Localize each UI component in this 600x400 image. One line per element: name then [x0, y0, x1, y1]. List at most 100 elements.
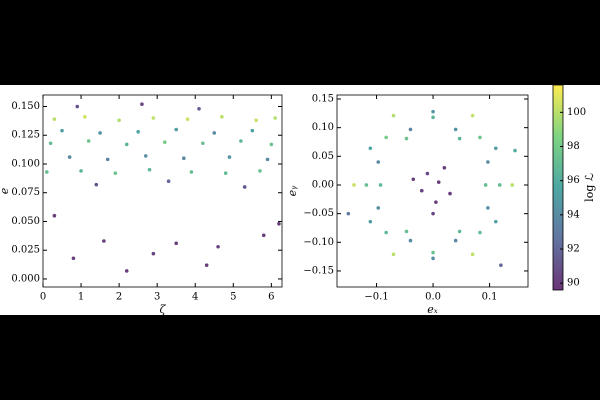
point	[513, 148, 517, 153]
y-tick-label: 0.100	[11, 158, 40, 169]
y-tick-label: 0.150	[11, 101, 40, 112]
y-tick-label: −0.15	[303, 265, 334, 276]
point	[258, 169, 262, 173]
colorbar-tick-label: 94	[567, 209, 580, 220]
point	[497, 183, 502, 187]
point	[431, 109, 435, 114]
point	[277, 221, 281, 226]
point	[102, 239, 106, 243]
x-tick-label: −0.1	[364, 292, 388, 303]
point	[182, 156, 186, 161]
point	[223, 171, 228, 175]
point	[75, 104, 80, 109]
point	[250, 128, 255, 133]
point	[436, 180, 441, 184]
x-tick-label: 0.0	[425, 292, 441, 303]
point	[261, 233, 266, 238]
y-tick-label: 0.00	[312, 179, 334, 190]
x-tick-label: 4	[192, 292, 198, 303]
point	[457, 229, 462, 234]
point	[346, 211, 351, 216]
axes-frame	[42, 94, 283, 288]
y-tick-label: 0.050	[11, 216, 40, 227]
y-tick-label: 0.075	[11, 187, 40, 198]
point	[94, 182, 99, 187]
colorbar-tick-label: 92	[567, 244, 580, 255]
y-tick-label: 0.000	[11, 273, 40, 284]
y-tick-label: 0.125	[11, 130, 40, 141]
point	[493, 146, 498, 151]
point	[239, 139, 243, 143]
plot-area	[0, 85, 600, 315]
y-axis-label: e	[0, 187, 11, 194]
point	[189, 170, 194, 174]
point	[166, 179, 171, 184]
point	[45, 170, 49, 174]
point	[404, 136, 409, 141]
point	[431, 250, 435, 255]
axes-frame	[336, 94, 529, 288]
point	[391, 113, 396, 118]
point	[368, 146, 373, 151]
point	[378, 183, 383, 187]
point	[431, 115, 435, 120]
y-tick-label: 0.025	[11, 245, 40, 256]
point	[470, 252, 475, 257]
point	[425, 171, 430, 176]
colorbar-label: log ℒ	[583, 173, 596, 202]
point	[124, 269, 129, 273]
point	[434, 200, 438, 204]
point	[470, 113, 475, 118]
point	[117, 118, 121, 123]
x-tick-label: 6	[268, 292, 274, 303]
point	[197, 106, 201, 111]
point	[419, 188, 424, 193]
point	[216, 244, 220, 249]
point	[254, 118, 258, 123]
x-tick-label: 1	[78, 292, 84, 303]
x-tick-label: 2	[116, 292, 122, 303]
point	[486, 160, 490, 164]
point	[384, 230, 388, 235]
y-tick-label: 0.10	[312, 122, 334, 133]
point	[457, 136, 462, 141]
point	[493, 219, 498, 224]
point	[352, 183, 356, 187]
point	[71, 256, 76, 261]
point	[431, 211, 435, 216]
point	[376, 206, 381, 210]
point	[151, 251, 156, 256]
point	[105, 157, 110, 162]
point	[220, 115, 224, 119]
point	[242, 185, 247, 189]
y-tick-label: 0.15	[312, 94, 334, 105]
point	[478, 135, 482, 140]
point	[391, 252, 396, 257]
point	[368, 219, 373, 224]
point	[185, 117, 190, 121]
point	[453, 238, 458, 243]
point	[499, 263, 503, 268]
point	[431, 256, 435, 261]
y-tick-label: −0.10	[303, 237, 334, 248]
point	[174, 127, 179, 132]
x-tick-label: 5	[230, 292, 236, 303]
point	[411, 177, 416, 182]
point	[510, 183, 514, 187]
point	[86, 139, 91, 143]
point	[98, 131, 102, 135]
colorbar-tick-label: 100	[567, 107, 586, 118]
colorbar-tick-label: 90	[567, 278, 580, 289]
point	[384, 135, 388, 140]
point	[201, 141, 205, 146]
point	[147, 167, 152, 172]
point	[113, 171, 118, 175]
point	[408, 238, 413, 243]
x-axis-label: ζ	[160, 303, 167, 316]
point	[453, 127, 458, 132]
point	[60, 128, 64, 133]
x-tick-label: 3	[154, 292, 160, 303]
point	[79, 169, 83, 173]
point	[67, 155, 72, 159]
